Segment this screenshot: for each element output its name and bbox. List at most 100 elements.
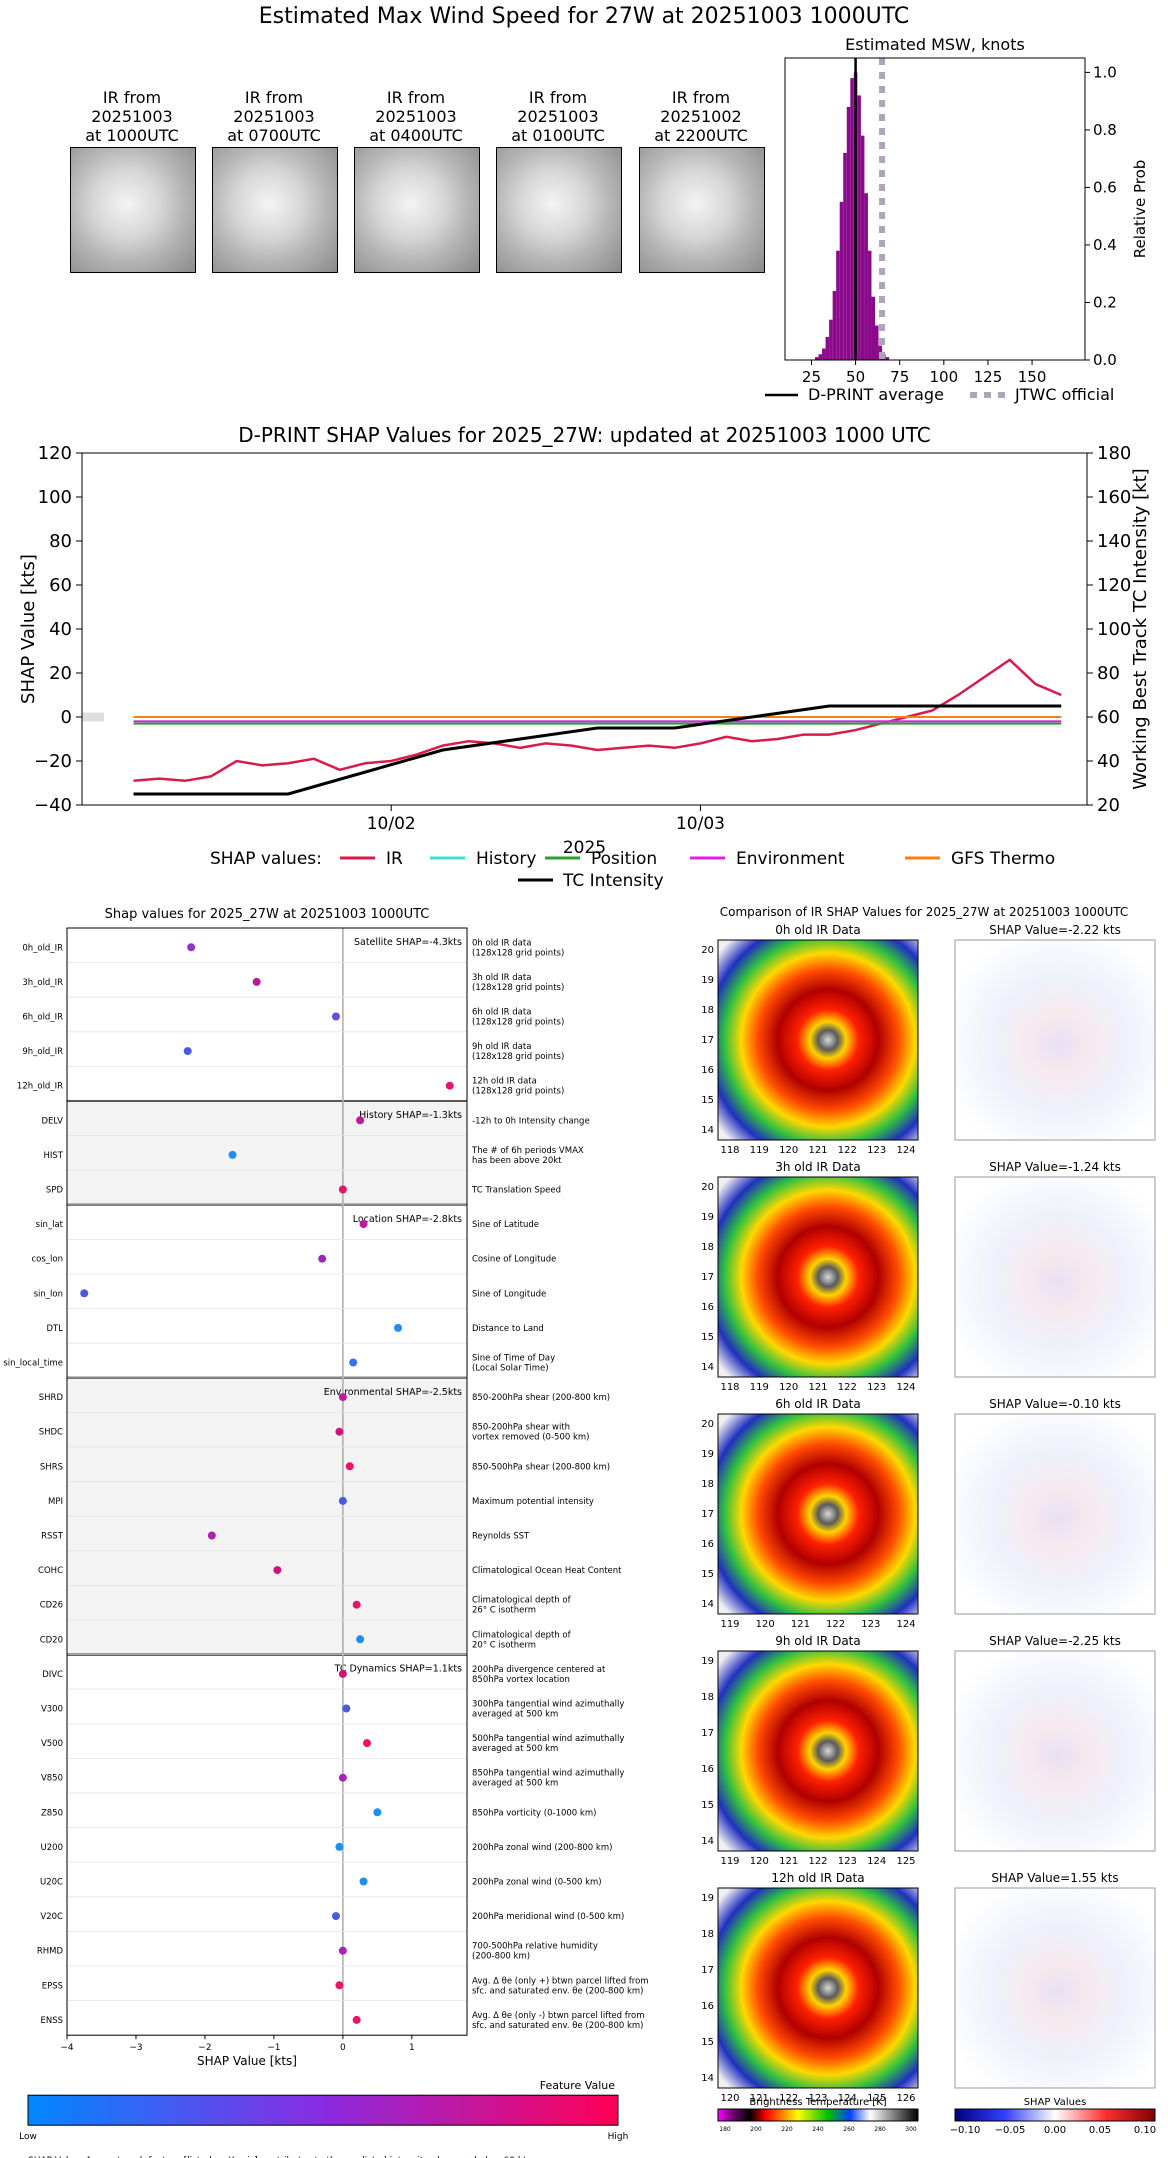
- feature-name: EPSS: [42, 1981, 63, 1991]
- ir-map-x-tick-label: 121: [750, 2093, 769, 2104]
- y-tick-label: 0.4: [1093, 236, 1117, 254]
- feature-name: 3h_old_IR: [22, 978, 63, 988]
- feature-shap-point: [318, 1254, 327, 1263]
- feature-name: MPI: [48, 1497, 63, 1507]
- shap-colorbar-title: SHAP Values: [1024, 2097, 1087, 2108]
- ir-map-y-tick-label: 14: [701, 2073, 714, 2084]
- ir-map-y-tick-label: 18: [701, 1005, 714, 1016]
- shap-timeseries-chart: D-PRINT SHAP Values for 2025_27W: update…: [18, 423, 1151, 891]
- feature-shap-point: [338, 1946, 347, 1955]
- ir-map-y-tick-label: 14: [701, 1125, 714, 1136]
- group-label: History SHAP=-1.3kts: [359, 1110, 462, 1121]
- y-tick-label: 120: [38, 443, 72, 464]
- feature-shap-point: [252, 977, 261, 986]
- feature-description: averaged at 500 km: [472, 1744, 558, 1754]
- feature-name: U20C: [40, 1878, 63, 1888]
- feature-description: 20° C isotherm: [472, 1640, 536, 1650]
- x-axis-label: SHAP Value [kts]: [197, 2054, 297, 2068]
- feature-shap-point: [207, 1531, 216, 1540]
- histogram-bar: [864, 193, 868, 360]
- feature-description: averaged at 500 km: [472, 1710, 558, 1720]
- feature-description: Climatological Ocean Heat Content: [472, 1566, 622, 1576]
- y2-tick-label: 40: [1097, 751, 1120, 772]
- feature-description: 200hPa zonal wind (200-800 km): [472, 1843, 612, 1853]
- legend-title: SHAP values:: [210, 849, 322, 869]
- histogram-bar: [829, 319, 833, 360]
- feature-description: Sine of Time of Day: [472, 1354, 555, 1364]
- ir-map-x-tick-label: 119: [720, 1856, 739, 1867]
- ir-thumbnail-caption-line: 20251003: [517, 107, 599, 126]
- feature-shap-point: [352, 2015, 361, 2024]
- feature-shap-panel: Shap values for 2025_27W at 20251003 100…: [3, 907, 648, 2158]
- feature-name: V20C: [40, 1912, 63, 1922]
- feature-shap-point: [335, 1981, 344, 1990]
- ir-map-y-tick-label: 18: [701, 1929, 714, 1940]
- y2-tick-label: 140: [1097, 531, 1131, 552]
- ir-map-y-tick-label: 19: [701, 1212, 714, 1223]
- histogram-bar: [832, 290, 837, 360]
- feature-description: 850hPa vortex location: [472, 1675, 570, 1685]
- ir-thumbnail-caption-line: at 0400UTC: [369, 126, 463, 145]
- feature-shap-point: [183, 1047, 192, 1056]
- timeseries-title: D-PRINT SHAP Values for 2025_27W: update…: [238, 423, 930, 447]
- ir-map-image: [717, 939, 919, 1141]
- x-tick-label: 100: [930, 368, 959, 386]
- feature-description: 3h old IR data: [472, 973, 531, 983]
- bt-colorbar-tick: 300: [905, 2126, 917, 2133]
- ir-map-y-tick-label: 15: [701, 1800, 714, 1811]
- ir-map-x-tick-label: 121: [779, 1856, 798, 1867]
- feature-description: Climatological depth of: [472, 1630, 572, 1640]
- feature-description: 200hPa meridional wind (0-500 km): [472, 1912, 624, 1922]
- y2-tick-label: 160: [1097, 487, 1131, 508]
- ir-thumbnail-caption-line: IR from: [102, 88, 162, 107]
- feature-description: 200hPa divergence centered at: [472, 1665, 606, 1675]
- feature-description: 850-200hPa shear (200-800 km): [472, 1393, 610, 1403]
- feature-description: Reynolds SST: [472, 1532, 530, 1542]
- legend-label: IR: [386, 849, 403, 869]
- feature-name: DTL: [47, 1324, 64, 1334]
- series-line-ir: [133, 658, 1062, 783]
- shap-map-image: [954, 1413, 1156, 1615]
- ir-thumbnail-caption-line: at 0700UTC: [227, 126, 321, 145]
- feature-description: 0h old IR data: [472, 938, 531, 948]
- ir-map-title: 3h old IR Data: [775, 1160, 861, 1174]
- ir-map-x-tick-label: 121: [791, 1619, 810, 1630]
- group-label: Environmental SHAP=-2.5kts: [324, 1387, 462, 1398]
- ir-map-x-tick-label: 123: [838, 1856, 857, 1867]
- x-tick-label: −3: [129, 2043, 142, 2053]
- colorbar-high-label: High: [608, 2132, 629, 2142]
- feature-name: DIVC: [42, 1670, 63, 1680]
- feature-description: 26° C isotherm: [472, 1606, 536, 1616]
- x-tick-label: 25: [802, 368, 821, 386]
- shap-map-image: [954, 939, 1156, 1141]
- ir-map-y-tick-label: 16: [701, 1302, 714, 1313]
- shap-colorbar-tick: −0.05: [995, 2125, 1026, 2136]
- ir-map-y-tick-label: 20: [701, 1182, 714, 1193]
- ir-thumbnail-caption: IR from 20251003 at 0100UTC: [488, 88, 628, 145]
- feature-name: 6h_old_IR: [22, 1013, 63, 1023]
- feature-description: (200-800 km): [472, 1952, 530, 1962]
- ir-map-x-tick-label: 120: [779, 1145, 798, 1156]
- feature-description: Sine of Longitude: [472, 1289, 546, 1299]
- main-title: Estimated Max Wind Speed for 27W at 2025…: [258, 4, 910, 29]
- feature-shap-point: [338, 1393, 347, 1402]
- x-tick-label: −2: [198, 2043, 211, 2053]
- ir-thumbnail-caption-line: 20251002: [660, 107, 742, 126]
- feature-shap-point: [373, 1808, 382, 1817]
- feature-name: sin_local_time: [3, 1359, 63, 1369]
- legend-label-jtwc: JTWC official: [1014, 385, 1114, 404]
- x-tick-label: 125: [974, 368, 1003, 386]
- feature-shap-point: [363, 1739, 371, 1748]
- feature-shap-point: [331, 1012, 340, 1021]
- ir-thumbnail-caption-line: IR from: [244, 88, 304, 107]
- feature-description: Avg. Δ θe (only -) btwn parcel lifted fr…: [472, 2011, 645, 2021]
- feature-name: CD20: [40, 1635, 63, 1645]
- feature-description: TC Translation Speed: [471, 1186, 561, 1196]
- feature-shap-point: [352, 1600, 361, 1609]
- ir-thumbnail-caption-line: 20251003: [91, 107, 173, 126]
- ir-map-y-tick-label: 14: [701, 1836, 714, 1847]
- feature-shap-point: [228, 1150, 237, 1159]
- feature-description: (128x128 grid points): [472, 1087, 564, 1097]
- feature-name: cos_lon: [31, 1255, 63, 1265]
- ir-map-image: [717, 1176, 919, 1378]
